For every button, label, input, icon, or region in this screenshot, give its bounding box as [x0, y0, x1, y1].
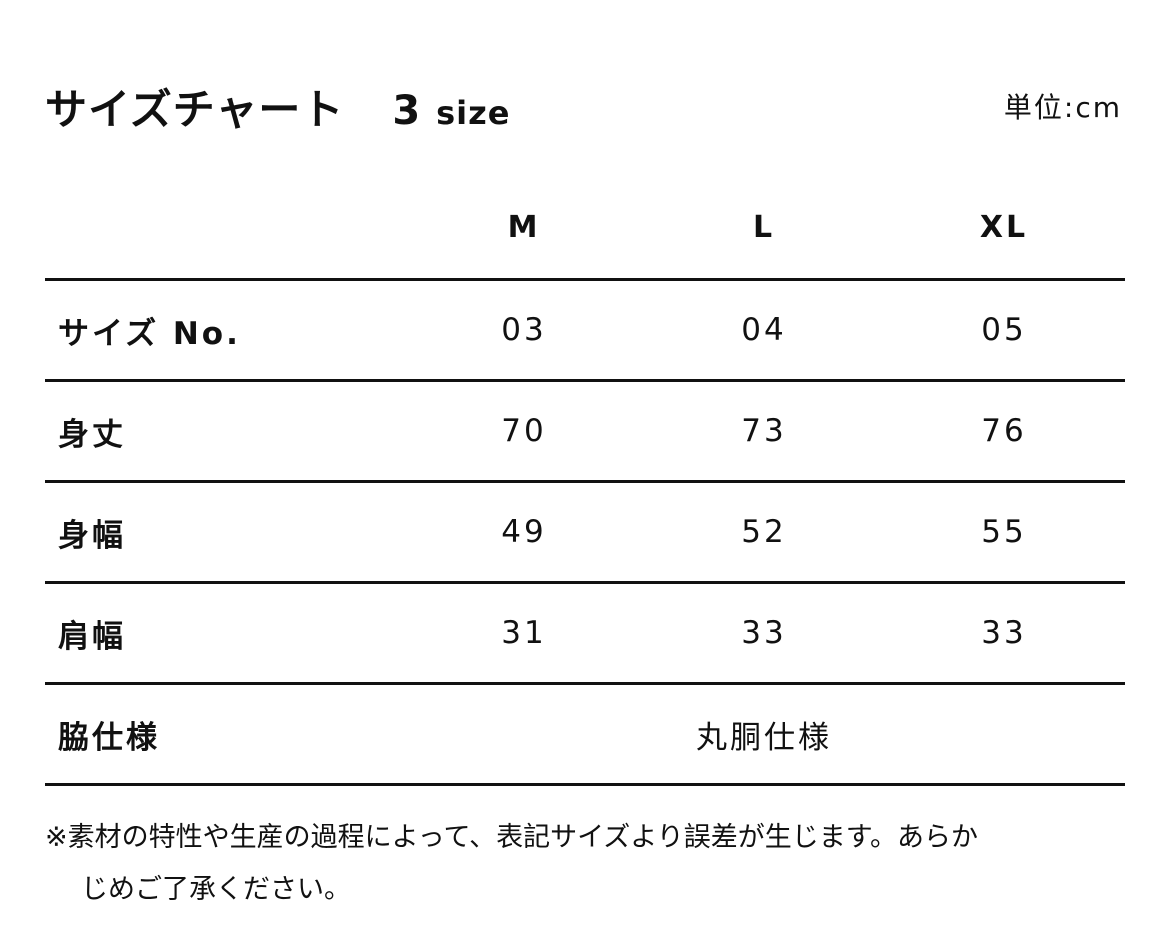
page-title: サイズチャート 3 size	[45, 76, 510, 137]
table-row: 身幅 49 52 55	[45, 483, 1125, 584]
column-header: XL	[979, 210, 1029, 245]
cell-value: 33	[981, 615, 1027, 651]
footnote-line: ※素材の特性や生産の過程によって、表記サイズより誤差が生じます。あらか	[45, 822, 979, 853]
table-row: 身丈 70 73 76	[45, 382, 1125, 483]
cell-value: 33	[741, 615, 787, 651]
cell-value: 49	[501, 514, 547, 550]
column-header: M	[507, 210, 541, 245]
cell-value: 76	[981, 413, 1027, 449]
table-row: 肩幅 31 33 33	[45, 584, 1125, 685]
size-count-number: 3	[392, 88, 422, 134]
table-row: 脇仕様 丸胴仕様	[45, 685, 1125, 786]
cell-value: 丸胴仕様	[696, 719, 832, 756]
cell-value: 73	[741, 413, 787, 449]
cell-value: 31	[501, 615, 547, 651]
size-count: 3 size	[392, 88, 510, 134]
size-count-suffix: size	[436, 94, 511, 132]
cell-value: 70	[501, 413, 547, 449]
column-header: L	[752, 210, 776, 245]
table-row: サイズ No. 03 04 05	[45, 281, 1125, 382]
row-label: 身幅	[58, 517, 126, 554]
table-header: M L XL	[45, 181, 1125, 281]
size-table: M L XL サイズ No. 03 04 05 身丈 70 73 76 身幅 4…	[45, 181, 1125, 786]
cell-value: 55	[981, 514, 1027, 550]
row-label: 身丈	[58, 416, 126, 453]
row-label: 肩幅	[58, 618, 126, 655]
row-label: サイズ No.	[58, 315, 241, 352]
cell-value: 03	[501, 312, 547, 348]
cell-value: 52	[741, 514, 787, 550]
cell-value: 05	[981, 312, 1027, 348]
unit-label: 単位:cm	[1003, 91, 1122, 124]
title-text: サイズチャート	[45, 85, 345, 134]
footnote: ※素材の特性や生産の過程によって、表記サイズより誤差が生じます。あらか じめご了…	[45, 812, 1135, 916]
footnote-line: じめご了承ください。	[81, 874, 351, 905]
cell-value: 04	[741, 312, 787, 348]
row-label: 脇仕様	[58, 719, 160, 756]
